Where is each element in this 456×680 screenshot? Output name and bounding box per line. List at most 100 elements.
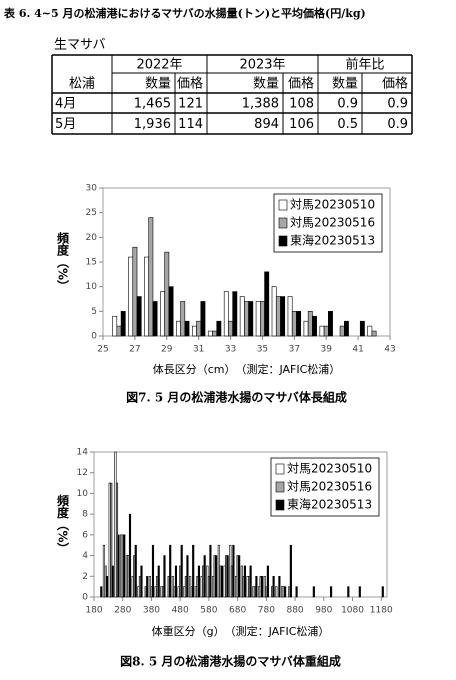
row-header-title: 松浦 [69, 77, 95, 92]
bar [212, 330, 218, 337]
bar [278, 575, 281, 598]
y-tick-label: 6 [82, 530, 88, 540]
bar [287, 296, 293, 337]
table-cell: 894 [254, 117, 279, 132]
bar [312, 586, 315, 598]
bar [192, 544, 195, 598]
x-tick-label: 33 [225, 345, 236, 355]
bar [381, 586, 384, 598]
y-tick-label: 4 [82, 551, 88, 561]
subheader: 数量 [145, 77, 171, 92]
group-header: 前年比 [345, 57, 384, 73]
table-cell: 0.9 [337, 97, 358, 112]
x-tick-label: 27 [129, 345, 140, 355]
bar [216, 320, 222, 337]
bar [220, 565, 223, 598]
x-tick-label: 480 [172, 606, 189, 616]
table-cell: 108 [289, 97, 314, 112]
subheader: 価格 [382, 76, 408, 92]
bar [248, 301, 254, 337]
y-tick-label: 20 [86, 233, 98, 243]
bar [303, 320, 309, 337]
y-tick-label: 0 [82, 593, 88, 603]
y-tick-label: 5 [91, 307, 97, 317]
bar [266, 565, 269, 598]
bar [275, 296, 281, 337]
group-header: 2022年 [136, 58, 182, 73]
x-tick-label: 880 [286, 606, 303, 616]
bar [163, 555, 166, 598]
y-tick-label: 10 [86, 282, 98, 292]
bar [243, 565, 246, 598]
y-tick-label: 15 [86, 258, 97, 268]
x-tick-label: 41 [352, 345, 363, 355]
bar [180, 544, 183, 598]
bar [151, 544, 155, 598]
bar [226, 555, 229, 598]
bar [307, 311, 313, 337]
x-tick-label: 35 [257, 345, 268, 355]
legend-label: 東海20230513 [290, 233, 375, 248]
table-title: 表 6. 4~5 月の松浦港におけるマサバの水揚量(トン)と平均価格(円/kg) [3, 6, 366, 20]
subheader: 数量 [253, 77, 279, 92]
bar [284, 586, 287, 598]
bar [174, 565, 178, 598]
bar [295, 586, 298, 598]
bar [296, 311, 302, 337]
bar [203, 555, 206, 598]
bar [261, 575, 264, 598]
bar [244, 301, 249, 337]
x-tick-label: 39 [320, 345, 332, 355]
x-tick-label: 31 [193, 345, 204, 355]
bar [134, 544, 137, 598]
bar [255, 301, 261, 337]
bar [140, 565, 143, 598]
bar [371, 330, 377, 337]
legend-label: 対馬20230510 [290, 198, 375, 212]
bar [120, 311, 126, 337]
bar [123, 534, 126, 598]
table-cell: 121 [178, 97, 203, 112]
table-cell: 1,465 [134, 97, 171, 112]
legend-label: 東海20230513 [287, 497, 372, 512]
y-tick-label: 0 [91, 332, 97, 342]
legend-box [273, 193, 383, 253]
bar [239, 296, 245, 337]
x-tick-label: 29 [161, 345, 173, 355]
x-tick-label: 1180 [370, 606, 393, 616]
bar [112, 315, 118, 337]
legend-label: 対馬20230516 [287, 480, 372, 494]
table-cell: 114 [178, 117, 203, 132]
bar [100, 586, 103, 598]
table-cell: 106 [289, 117, 314, 132]
bar [264, 271, 270, 337]
bar [196, 320, 202, 337]
y-tick-label: 25 [86, 208, 97, 218]
bar [110, 482, 113, 598]
table-cell: 0.9 [387, 117, 408, 132]
legend-swatch [275, 481, 285, 493]
bar [312, 315, 317, 337]
bar [359, 320, 365, 337]
bar [358, 586, 361, 598]
x-axis-label: 体長区分（cm） （測定：JAFIC松浦） [153, 362, 341, 376]
bar [105, 575, 109, 598]
bar [128, 256, 134, 337]
bar [330, 586, 333, 598]
x-tick-label: 1080 [341, 606, 364, 616]
bar [186, 555, 189, 598]
bar [111, 565, 114, 598]
bar [184, 320, 190, 337]
y-tick-label: 14 [77, 448, 89, 458]
bar [207, 330, 213, 337]
y-tick-label: 2 [82, 572, 88, 582]
x-tick-label: 43 [384, 345, 395, 355]
bar [146, 575, 149, 598]
figure-caption: 図8. 5 月の松浦港水揚のマサバ体重組成 [120, 654, 341, 669]
legend-swatch [278, 199, 288, 211]
bar [272, 575, 275, 598]
bar [128, 513, 132, 598]
bar [157, 565, 160, 598]
bar [132, 246, 138, 337]
